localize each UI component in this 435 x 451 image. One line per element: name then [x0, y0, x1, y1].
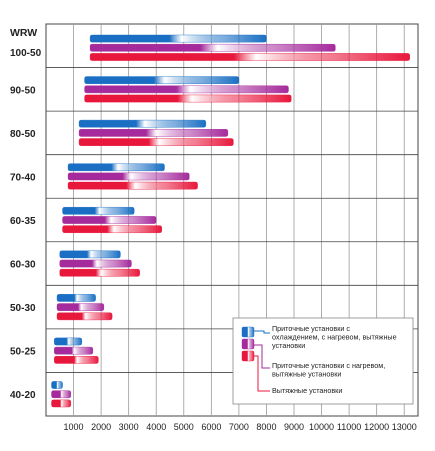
bar-80-50-series-3	[78, 138, 234, 146]
x-tick-label: 4000	[146, 422, 166, 432]
legend-swatch-series-3	[241, 350, 255, 362]
x-tick-label: 8000	[256, 422, 276, 432]
bar-100-50-series-1	[89, 34, 267, 43]
legend-swatch-series-2	[241, 338, 255, 350]
bar-60-30-series-3	[59, 268, 140, 277]
bar-40-20-series-1	[51, 381, 63, 389]
bar-50-30-series-2	[56, 303, 105, 311]
x-tick-label: 7000	[229, 422, 249, 432]
bar-40-20-series-3	[51, 399, 72, 408]
bar-50-30-series-3	[56, 312, 113, 321]
legend-connector-1	[254, 330, 270, 334]
bar-50-25-series-1	[54, 337, 83, 346]
bar-70-40-series-3	[67, 181, 198, 190]
legend-label-series-3: Вытяжные установки	[272, 386, 342, 395]
legend-box	[232, 317, 414, 405]
bar-90-50-series-1	[84, 76, 240, 84]
bar-70-40-series-2	[67, 172, 190, 181]
legend: Приточные установки с охлаждением, с нагр…	[232, 317, 414, 405]
bar-80-50-series-1	[78, 119, 207, 128]
bar-70-40-series-1	[67, 163, 165, 172]
bar-50-30-series-1	[56, 294, 96, 302]
category-label: 50-25	[10, 347, 36, 358]
bar-40-20-series-2	[51, 390, 72, 399]
category-label: 40-20	[10, 390, 36, 401]
bar-100-50-series-3	[89, 53, 410, 61]
legend-connector-2	[254, 344, 270, 369]
x-tick-label: 5000	[174, 422, 194, 432]
bar-50-25-series-2	[54, 346, 94, 355]
bar-60-30-series-2	[59, 259, 132, 268]
category-label: 50-30	[10, 303, 36, 314]
category-label: 90-50	[10, 85, 36, 96]
bar-90-50-series-2	[84, 85, 289, 94]
category-label: 100-50	[10, 48, 42, 59]
bar-80-50-series-2	[78, 129, 229, 137]
bar-50-25-series-3	[54, 356, 99, 364]
x-tick-label: 2000	[91, 422, 111, 432]
category-label: 70-40	[10, 172, 36, 183]
bar-60-35-series-1	[62, 206, 135, 215]
labels: 1000 2000 3000 4000 5000 6000 7000 8000 9000 1000…	[10, 27, 417, 432]
category-label: 80-50	[10, 129, 36, 140]
legend-swatch-series-1	[241, 326, 255, 338]
category-label: 60-35	[10, 216, 36, 227]
x-tick-label: 6000	[201, 422, 221, 432]
x-tick-label: 1000	[64, 422, 84, 432]
plot-frame	[45, 23, 419, 417]
x-tick-label: 13000	[392, 422, 417, 432]
bar-90-50-series-3	[84, 94, 292, 103]
legend-label-series-2: Приточные установки с нагревом, вытяжные …	[272, 361, 385, 379]
legend-label-series-1: Приточные установки с охлаждением, с нагр…	[272, 324, 397, 350]
x-tick-label: 11000	[337, 422, 361, 432]
bars	[51, 34, 410, 408]
category-header: WRW	[10, 27, 37, 39]
x-tick-label: 12000	[364, 422, 389, 432]
bar-60-35-series-2	[62, 216, 157, 224]
x-tick-label: 9000	[284, 422, 304, 432]
bar-60-30-series-1	[59, 250, 121, 259]
bar-60-35-series-3	[62, 225, 162, 234]
category-label: 60-30	[10, 260, 36, 271]
legend-connector-3	[254, 355, 270, 392]
bar-100-50-series-2	[89, 43, 336, 52]
x-tick-label: 10000	[309, 422, 334, 432]
x-tick-label: 3000	[119, 422, 139, 432]
